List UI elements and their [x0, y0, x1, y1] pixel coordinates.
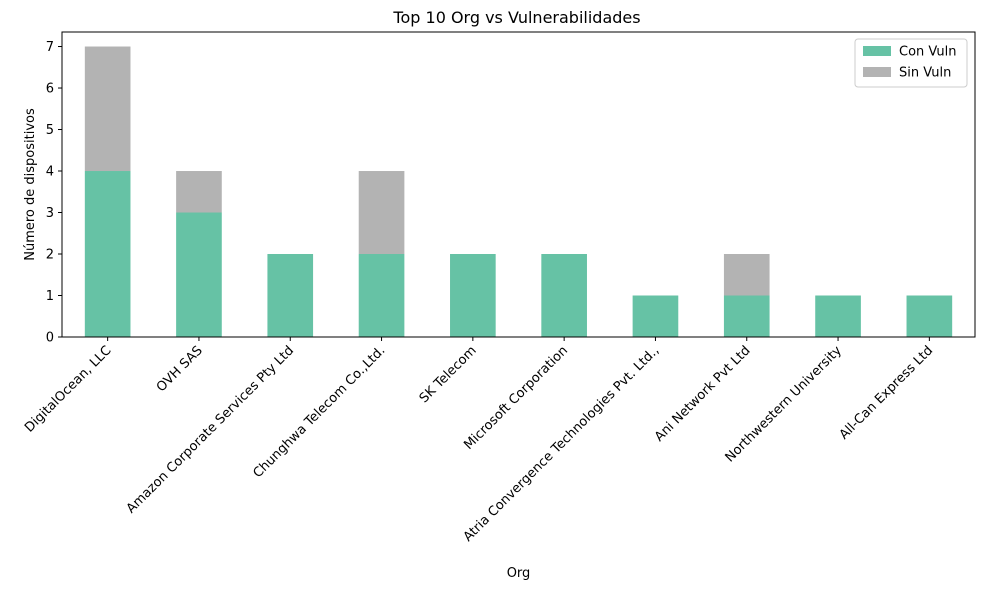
bar-con-vuln-2	[267, 254, 314, 337]
plot-frame	[61, 31, 976, 338]
bar-sin-vuln-7	[723, 254, 770, 296]
y-tick-label: 7	[46, 40, 54, 55]
bar-sin-vuln-1	[176, 171, 222, 213]
legend: Con Vuln Sin Vuln	[854, 38, 968, 88]
bar-con-vuln-4	[450, 254, 496, 337]
bar-con-vuln-3	[358, 254, 405, 337]
y-tick-label: 6	[46, 82, 54, 97]
x-axis-label: Org	[507, 566, 531, 581]
bar-con-vuln-8	[815, 295, 861, 337]
y-tick-label: 0	[46, 331, 54, 346]
x-tick-label: OVH SAS	[154, 343, 206, 395]
y-tick-label: 2	[46, 248, 54, 263]
bar-con-vuln-6	[632, 295, 679, 337]
legend-label-con-vuln: Con Vuln	[899, 45, 957, 60]
x-tick-label: Ani Network Pvt Ltd	[652, 343, 754, 445]
x-tick-label: DigitalOcean, LLC	[22, 343, 114, 435]
bar-con-vuln-5	[541, 254, 587, 337]
x-tick-label: All-Can Express Ltd	[837, 343, 937, 443]
bar-sin-vuln-0	[84, 46, 131, 172]
x-tick-label: SK Telecom	[417, 343, 480, 406]
y-tick-label: 4	[46, 165, 54, 180]
bar-con-vuln-7	[723, 295, 770, 337]
bar-con-vuln-1	[176, 212, 222, 337]
legend-swatch-con-vuln	[863, 46, 891, 56]
bar-con-vuln-9	[906, 295, 953, 337]
bars-layer	[84, 46, 953, 337]
bar-con-vuln-0	[84, 171, 131, 337]
y-axis-label: Número de dispositivos	[23, 108, 38, 261]
bar-sin-vuln-3	[358, 171, 405, 255]
legend-swatch-sin-vuln	[863, 67, 891, 77]
legend-label-sin-vuln: Sin Vuln	[899, 66, 951, 81]
y-tick-label: 1	[46, 289, 54, 304]
x-tick-label: Atria Convergence Technologies Pvt. Ltd.…	[461, 343, 663, 545]
x-tick-label: Amazon Corporate Services Pty Ltd	[124, 343, 297, 516]
y-tick-label: 3	[46, 206, 54, 221]
y-tick-label: 5	[46, 123, 54, 138]
x-tick-label: Microsoft Corporation	[461, 343, 571, 453]
chart-title: Top 10 Org vs Vulnerabilidades	[392, 8, 640, 27]
